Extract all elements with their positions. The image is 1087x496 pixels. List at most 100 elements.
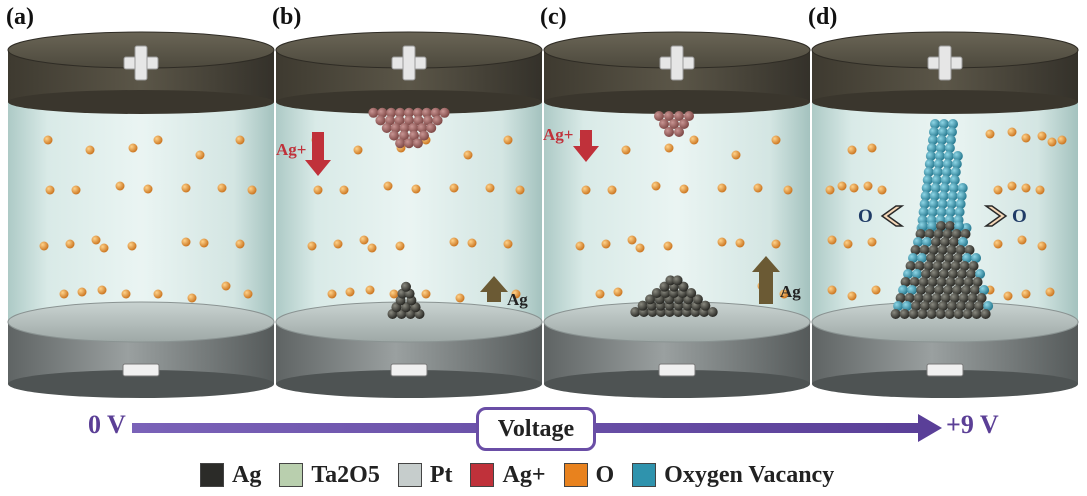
ag-atom [958,293,969,303]
chevron-left-icon [880,205,905,227]
oxygen-vacancy [924,159,935,169]
oxygen-ion [717,237,727,247]
oxygen-ion [71,185,81,195]
oxygen-ion [359,235,369,245]
oxygen-vacancy [954,221,964,231]
oxygen-ion [993,239,1003,249]
oxygen-ion [1047,137,1057,147]
oxygen-ion [449,183,459,193]
ag-atom [934,285,945,295]
ag-atom [940,237,951,247]
oxygen-ion [515,185,525,195]
oxygen-ion [1021,133,1031,143]
ag-atom [938,301,949,311]
oxygen-vacancy [971,253,982,263]
ag-ion-cluster [674,111,684,121]
oxygen-ion [635,243,645,253]
ag-atom [944,253,955,263]
oxygen-vacancy [948,119,958,129]
bottom-electrode-rim [812,370,1078,398]
oxygen-ion [847,291,857,301]
ag-ion-cluster [659,119,669,129]
ag-mound [686,288,697,298]
arrow-shaft [759,270,773,304]
oxygen-ion [485,183,495,193]
oxygen-ion [595,289,605,299]
oxygen-vacancy [930,183,941,193]
ag-atom [931,237,942,247]
oxygen-ion [187,293,197,303]
oxygen-ion [613,287,623,297]
o-label-left: O [858,206,873,227]
ag-atom [926,253,937,263]
oxygen-ion [411,184,421,194]
oxygen-ion [243,289,253,299]
ag-atom [960,229,971,239]
ag-atom [935,253,946,263]
o-label-right: O [1012,206,1027,227]
ag-atom [950,261,961,271]
axis-end-label: +9 V [946,410,999,439]
plus-icon-v [402,45,416,81]
oxygen-vacancy [946,199,957,209]
oxygen-ion [825,185,835,195]
ag-atom [976,293,987,303]
oxygen-ion [1057,135,1067,145]
oxygen-vacancy [962,253,973,263]
oxygen-vacancy [913,237,924,247]
oxygen-ion [753,183,763,193]
plus-icon [123,45,159,81]
oxygen-ion [1007,181,1017,191]
oxygen-ion [689,135,699,145]
ag-atom [900,277,911,287]
oxygen-ion [779,289,789,299]
oxygen-ion [867,237,877,247]
oxygen-ion [621,145,631,155]
oxygen-vacancy [898,285,909,295]
ag-ion-cluster [389,130,399,141]
ag-ion-cluster [386,107,397,118]
legend-item-ag-ion: Ag+ [470,462,546,489]
plus-icon-v [134,45,148,81]
oxygen-ion [985,129,995,139]
plus-icon [391,45,427,81]
oxygen-ion [345,287,355,297]
ag-atom [917,309,928,319]
ag-atom [963,277,974,287]
ag-atom [947,301,958,311]
oxygen-vacancy [946,127,957,137]
oxygen-vacancy [939,183,950,193]
ag-atom [966,269,977,279]
legend-swatch-ta2o5 [279,463,304,487]
ag-atom [952,285,963,295]
ag-ion-down-arrow [573,130,599,162]
ag-atom [899,309,910,319]
ag-atom [972,277,983,287]
ag-ion-cluster [375,115,386,126]
plus-icon [659,45,695,81]
oxygen-vacancy [902,301,913,311]
ag-atom [914,261,925,271]
oxygen-vacancy [933,159,944,169]
ag-ion-cluster [384,115,395,126]
ag-atom [931,293,942,303]
arrow-shaft [312,132,324,162]
oxygen-ion [327,289,337,299]
oxygen-ion [837,181,847,191]
ag-ion-cluster [394,115,405,126]
ta2o5-layer [8,98,274,320]
oxygen-ion [313,185,323,195]
oxygen-ion [601,239,611,249]
oxygen-vacancy [941,167,952,177]
ag-ion-cluster [419,130,429,141]
oxygen-ion [771,239,781,249]
ag-atom [953,253,964,263]
oxygen-vacancy [912,269,923,279]
ag-ion-cluster [409,130,419,141]
ag-mound [672,275,683,286]
oxygen-vacancy [958,237,969,247]
plus-icon-v [938,45,952,81]
ag-ion-cluster [669,119,679,129]
arrow-head [305,160,331,176]
oxygen-ion [121,289,131,299]
